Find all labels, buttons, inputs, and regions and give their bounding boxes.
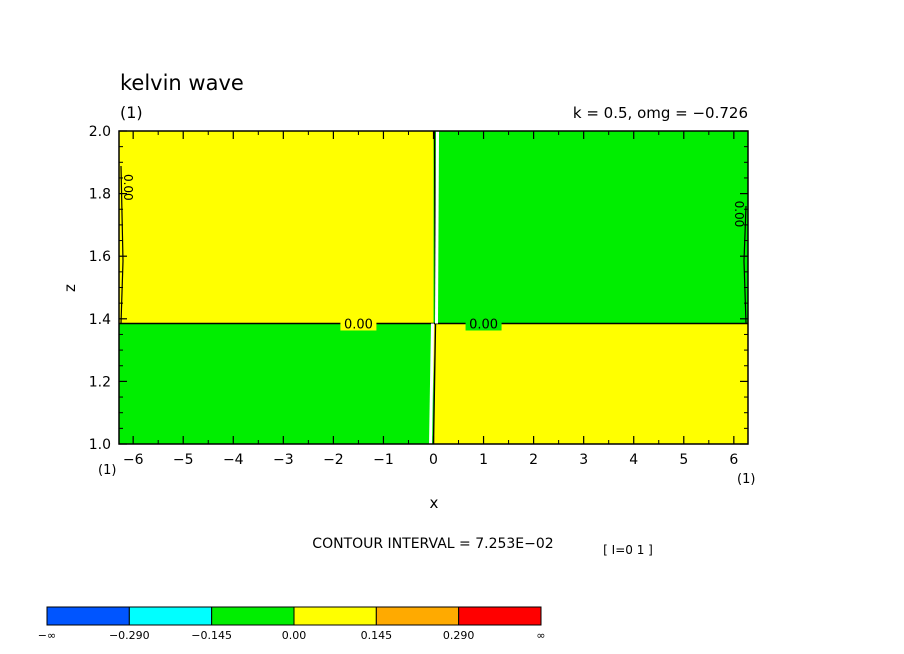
contour-gap-upper (435, 130, 439, 324)
chart-title: kelvin wave (120, 71, 244, 95)
y-tick-label-4: 1.8 (89, 187, 111, 203)
y-tick-label-3: 1.6 (89, 249, 111, 265)
x-axis-label: x (430, 494, 439, 512)
contour-label-bg-0 (340, 316, 377, 331)
colorbar-label-4: 0.145 (361, 629, 393, 642)
x-tick-label-4: −2 (323, 452, 344, 468)
contour-label-bg-1 (465, 316, 502, 331)
contour-line-center (432, 130, 437, 445)
x-tick-label-3: −3 (273, 452, 294, 468)
contour-label-3: 0.00 (732, 201, 746, 228)
contour-interval-text: CONTOUR INTERVAL = 7.253E−02 (312, 536, 553, 552)
colorbar-label-0: −∞ (38, 629, 56, 642)
index-note: [ I=0 1 ] (603, 543, 653, 557)
x-tick-label-11: 5 (679, 452, 688, 468)
colorbar-swatch-1 (128, 606, 213, 626)
contour-lines (119, 130, 748, 445)
region-1 (433, 131, 748, 324)
x-tick-label-8: 2 (529, 452, 538, 468)
y-tick-label-0: 1.0 (89, 437, 111, 453)
colorbar-swatch-2 (211, 606, 295, 626)
subtitle-left: (1) (120, 103, 143, 122)
colorbar-label-2: −0.145 (191, 629, 232, 642)
x-axis-ticks: −6 −5 −4 −3 −2 −1 0 1 2 3 4 5 6 (123, 131, 738, 468)
x-axis-left-note: (1) (98, 463, 116, 478)
region-0 (119, 131, 434, 324)
region-3 (433, 323, 748, 444)
x-tick-label-0: −6 (123, 452, 144, 468)
colorbar-label-3: 0.00 (282, 629, 307, 642)
contour-gap-lower (429, 323, 434, 445)
x-tick-label-5: −1 (373, 452, 394, 468)
contour-label-0: 0.00 (344, 317, 373, 332)
colorbar-label-6: ∞ (536, 629, 545, 642)
y-axis-ticks: 1.0 1.2 1.4 1.6 1.8 2.0 (89, 124, 748, 453)
colorbar-swatch-0 (46, 606, 130, 626)
y-tick-label-5: 2.0 (89, 124, 111, 140)
colorbar: −∞ −0.290 −0.145 0.00 0.145 0.290 ∞ (38, 606, 546, 642)
x-tick-label-7: 1 (479, 452, 488, 468)
x-tick-label-10: 4 (629, 452, 638, 468)
colorbar-swatch-3 (293, 606, 377, 626)
colorbar-label-5: 0.290 (443, 629, 475, 642)
x-tick-label-9: 3 (579, 452, 588, 468)
colorbar-label-1: −0.290 (109, 629, 150, 642)
x-axis-right-note: (1) (737, 472, 755, 487)
x-tick-label-12: 6 (729, 452, 738, 468)
x-tick-label-2: −4 (223, 452, 244, 468)
colorbar-swatch-4 (375, 606, 460, 626)
contour-label-1: 0.00 (469, 317, 498, 332)
subtitle-right: k = 0.5, omg = −0.726 (573, 104, 748, 122)
filled-regions (119, 131, 748, 444)
y-tick-label-1: 1.2 (89, 374, 111, 390)
x-tick-label-6: 0 (429, 452, 438, 468)
region-2 (119, 323, 434, 444)
y-tick-label-2: 1.4 (89, 312, 111, 328)
contour-label-2: 0.00 (121, 174, 135, 201)
x-tick-label-1: −5 (173, 452, 194, 468)
colorbar-swatch-5 (458, 606, 542, 626)
y-axis-label: z (61, 284, 79, 292)
